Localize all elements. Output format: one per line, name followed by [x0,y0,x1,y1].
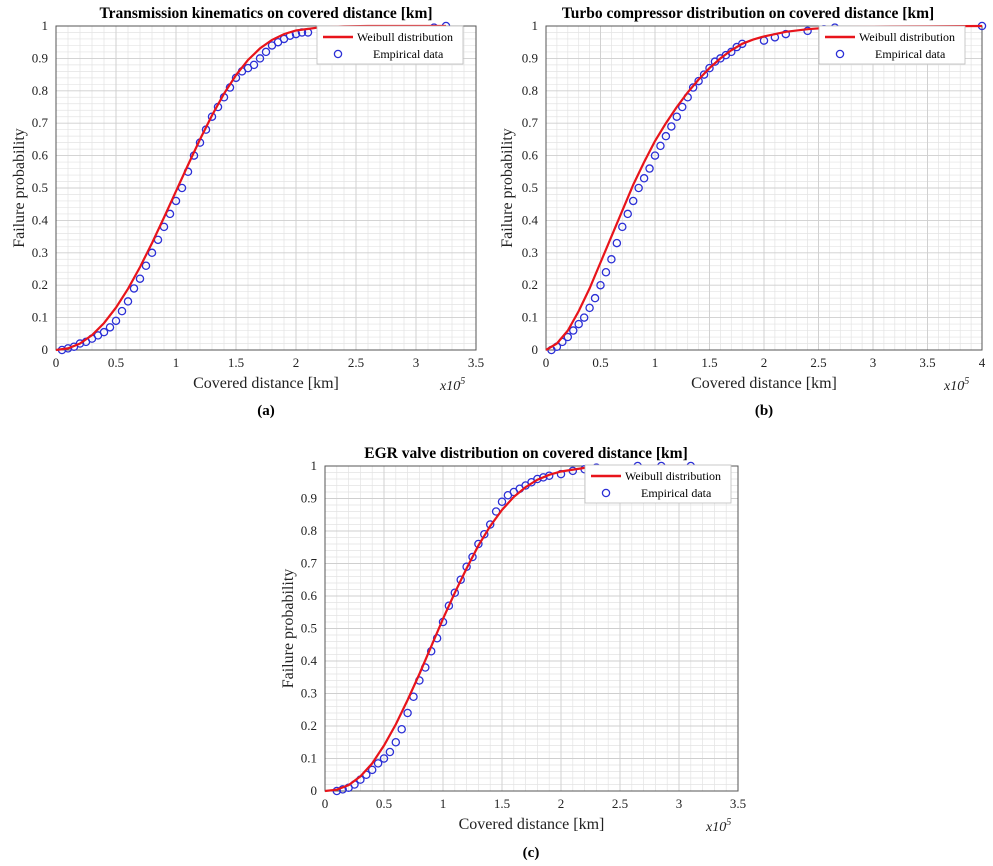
x-tick-label: 1 [173,355,180,370]
x-tick-label: 2 [558,796,565,811]
y-tick-label: 1 [311,458,318,473]
y-tick-label: 0.3 [301,686,317,701]
y-tick-label: 0 [311,783,318,798]
x-tick-label: 2.5 [612,796,628,811]
y-tick-label: 0 [42,342,49,357]
y-tick-label: 0.6 [301,588,318,603]
chart-title: EGR valve distribution on covered distan… [364,445,688,462]
y-tick-label: 0.2 [301,718,317,733]
x-tick-label: 3 [413,355,420,370]
y-tick-label: 0.9 [301,491,317,506]
chart-panel-a: 0 0.5 1 1.5 2 2.5 3 3.5 0 0.1 0.2 0.3 0.4 0.5 0.6 0.7 0.… [11,5,484,419]
y-tick-label: 0.9 [522,50,538,65]
legend-weibull-label: Weibull distribution [859,30,955,44]
legend-empirical-label: Empirical data [373,47,444,61]
x-tick-label: 3 [870,355,877,370]
x-tick-label: 2 [761,355,768,370]
x-tick-label: 0.5 [108,355,124,370]
x-tick-label: 0 [322,796,329,811]
x-tick-label: 1.5 [494,796,510,811]
x-tick-label: 3.5 [468,355,484,370]
x-multiplier: x105 [943,376,969,394]
y-tick-label: 0.2 [522,277,538,292]
x-tick-label: 3.5 [730,796,746,811]
x-tick-label: 1.5 [701,355,717,370]
panel-label: (c) [523,845,540,861]
x-axis-label: Covered distance [km] [459,816,605,833]
y-tick-label: 0.2 [32,277,48,292]
x-tick-label: 0 [53,355,60,370]
y-tick-label: 0.6 [522,148,539,163]
x-tick-label: 1 [440,796,447,811]
x-multiplier-exponent: 5 [726,817,731,828]
y-tick-label: 0 [532,342,539,357]
chart-title: Transmission kinematics on covered dista… [99,5,432,22]
chart-title: Turbo compressor distribution on covered… [562,5,934,22]
x-multiplier-exponent: 5 [460,376,465,387]
panel-label: (a) [257,403,275,419]
x-multiplier-exponent: 5 [964,376,969,387]
y-tick-label: 0.7 [32,115,49,130]
y-tick-label: 0.9 [32,50,48,65]
legend: Weibull distribution Empirical data [317,26,463,64]
x-tick-label: 2 [293,355,300,370]
chart-panel-c: 0 0.5 1 1.5 2 2.5 3 3.5 0 0.1 0.2 0.3 0.4 0.5 0.6 0.7 0.… [280,445,746,861]
x-tick-label: 4 [979,355,986,370]
panel-label: (b) [755,403,773,419]
legend: Weibull distribution Empirical data [819,26,965,64]
y-tick-label: 0.1 [301,751,317,766]
x-tick-label: 0.5 [376,796,392,811]
legend-empirical-label: Empirical data [875,47,946,61]
y-tick-label: 0.5 [32,180,48,195]
y-axis-label: Failure probability [11,128,28,248]
x-tick-label: 1.5 [228,355,244,370]
legend-empirical-label: Empirical data [641,486,712,500]
y-tick-label: 0.1 [522,310,538,325]
x-tick-label: 3.5 [919,355,935,370]
y-tick-label: 0.5 [522,180,538,195]
y-tick-label: 0.7 [301,556,318,571]
x-axis-label: Covered distance [km] [691,375,837,392]
y-tick-label: 0.3 [32,245,48,260]
x-multiplier: x105 [439,376,465,394]
x-tick-label: 2.5 [810,355,826,370]
chart-panel-b: 0 0.5 1 1.5 2 2.5 3 3.5 4 0 0.1 0.2 0.3 0.4 0.5 0.6 0.7 0… [499,5,986,419]
y-tick-label: 0.7 [522,115,539,130]
y-tick-label: 0.3 [522,245,538,260]
legend-weibull-label: Weibull distribution [357,30,453,44]
y-tick-label: 0.6 [32,148,49,163]
x-tick-label: 2.5 [348,355,364,370]
x-tick-label: 0.5 [592,355,608,370]
x-tick-label: 3 [676,796,683,811]
y-tick-label: 1 [532,18,539,33]
x-axis-label: Covered distance [km] [193,375,339,392]
y-tick-label: 0.4 [301,653,318,668]
x-tick-label: 1 [652,355,659,370]
y-axis-label: Failure probability [280,569,297,689]
y-tick-label: 0.4 [32,212,49,227]
y-tick-label: 0.1 [32,310,48,325]
x-tick-label: 0 [543,355,550,370]
x-multiplier: x105 [705,817,731,835]
y-tick-label: 1 [42,18,49,33]
legend-weibull-label: Weibull distribution [625,469,721,483]
y-tick-label: 0.8 [301,523,317,538]
y-tick-label: 0.5 [301,621,317,636]
y-tick-label: 0.8 [32,83,48,98]
y-tick-label: 0.8 [522,83,538,98]
y-axis-label: Failure probability [499,128,516,248]
y-tick-label: 0.4 [522,212,539,227]
legend: Weibull distribution Empirical data [585,465,731,503]
